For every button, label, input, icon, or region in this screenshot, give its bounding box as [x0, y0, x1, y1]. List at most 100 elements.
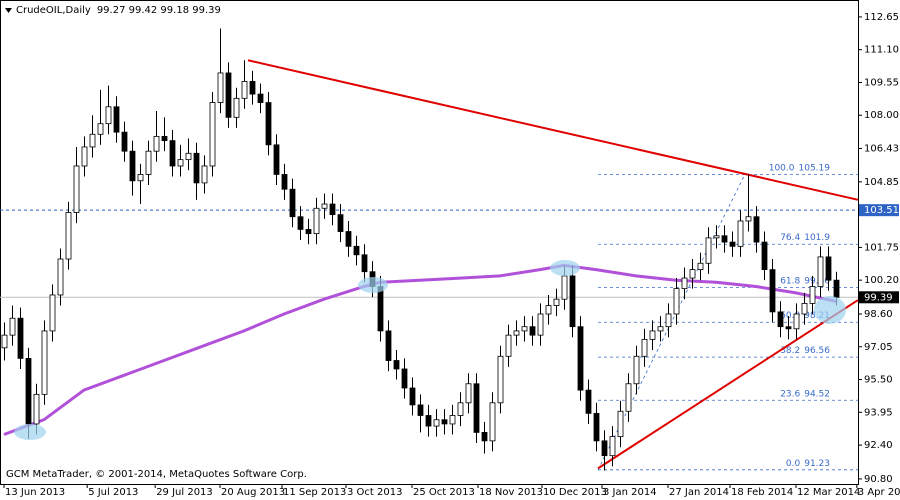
candle-body — [633, 355, 640, 385]
copyright: GCM MetaTrader, © 2001-2014, MetaQuotes … — [6, 469, 307, 480]
y-tick-label: 97.05 — [864, 342, 893, 353]
x-tick-label: 12 Mar 2014 — [797, 487, 860, 498]
x-tick-label: 18 Feb 2014 — [731, 487, 793, 498]
candle-body — [577, 326, 584, 391]
candle-body — [297, 216, 304, 230]
fib-label: 0.0 91.23 — [786, 458, 830, 468]
fib-label: 38.2 96.56 — [780, 346, 830, 356]
candle-body — [817, 256, 824, 287]
candle-body — [457, 402, 464, 416]
fib-ratio: 38.2 — [780, 346, 800, 356]
candle-body — [97, 123, 104, 135]
candle-body — [329, 203, 336, 216]
fib-price: 91.23 — [804, 458, 830, 468]
price-label: 99.39 — [864, 292, 893, 303]
fib-label: 61.8 99.86 — [780, 276, 830, 286]
x-tick-label: 10 Dec 2013 — [543, 487, 607, 498]
y-tick-label: 106.43 — [864, 143, 899, 154]
candle-body — [209, 102, 216, 167]
y-tick-label: 93.95 — [864, 407, 893, 418]
candle-body — [545, 305, 552, 315]
candle-body — [753, 216, 760, 243]
candle-body — [449, 415, 456, 425]
candle-body — [769, 269, 776, 313]
candle-body — [745, 216, 752, 222]
ohlc-header: 99.27 99.42 99.18 99.39 — [97, 5, 221, 16]
candle-body — [233, 97, 240, 118]
x-tick-label: 18 Nov 2013 — [479, 487, 543, 498]
candle-body — [721, 235, 728, 243]
candle-body — [425, 415, 432, 427]
fib-price: 105.19 — [799, 163, 831, 173]
candle-body — [273, 144, 280, 175]
candle-body — [473, 383, 480, 433]
fib-price: 94.52 — [804, 389, 830, 399]
candle-body — [9, 317, 16, 336]
chart-title: CrudeOIL,Daily 99.27 99.42 99.18 99.39 — [16, 5, 221, 16]
trend-line — [247, 59, 859, 201]
y-tick-label: 98.60 — [864, 309, 893, 320]
candle-body — [49, 294, 56, 332]
candle-body — [665, 313, 672, 328]
candle-body — [625, 383, 632, 412]
candle-body — [113, 106, 120, 133]
candle-body — [585, 389, 592, 414]
candle-body — [393, 360, 400, 370]
y-tick-label: 109.55 — [864, 77, 899, 88]
candle-body — [809, 286, 816, 304]
level-label: 103.51 — [864, 205, 899, 216]
candle-body — [161, 135, 168, 142]
candle-body — [121, 131, 128, 152]
candle-body — [465, 383, 472, 404]
candle-body — [257, 93, 264, 103]
candle-body — [81, 146, 88, 167]
x-tick-label: 3 Oct 2013 — [347, 487, 402, 498]
highlight — [358, 277, 388, 293]
candle-body — [361, 254, 368, 273]
candle-body — [713, 235, 720, 239]
candle-body — [553, 298, 560, 306]
y-tick-label: 100.20 — [864, 275, 899, 286]
candle-body — [417, 404, 424, 416]
candle-body — [241, 81, 248, 99]
candle-body — [313, 207, 320, 235]
candle-body — [481, 432, 488, 442]
candle-body — [649, 330, 656, 340]
fib-ratio: 100.0 — [769, 163, 795, 173]
level-box — [859, 204, 899, 217]
candle-body — [833, 279, 840, 298]
candle-body — [673, 288, 680, 315]
candle-body — [489, 402, 496, 442]
candle-body — [57, 258, 64, 296]
candle-body — [825, 256, 832, 281]
candle-body — [41, 330, 48, 395]
candle-body — [601, 440, 608, 457]
fib-price: 96.56 — [804, 346, 830, 356]
candle-body — [513, 330, 520, 336]
candle-body — [681, 277, 688, 290]
candle-body — [617, 410, 624, 438]
y-tick-label: 108.00 — [864, 110, 899, 121]
candle-body — [217, 72, 224, 103]
highlights — [14, 260, 846, 440]
candle-body — [169, 140, 176, 167]
candle-body — [761, 241, 768, 270]
candle-body — [201, 165, 208, 184]
x-tick-label: 27 Jan 2014 — [669, 487, 729, 498]
fib-ratio: 76.4 — [780, 233, 800, 243]
candle-body — [569, 275, 576, 328]
candle-body — [561, 275, 568, 300]
candle-body — [793, 313, 800, 330]
candle-body — [1, 334, 8, 349]
candle-body — [705, 237, 712, 264]
candle-body — [521, 326, 528, 332]
candle-body — [25, 358, 32, 425]
highlight — [814, 296, 846, 324]
candle-body — [89, 133, 96, 148]
candle-body — [401, 368, 408, 389]
candle-body — [337, 214, 344, 232]
fib-ratio: 0.0 — [786, 458, 801, 468]
candle-body — [441, 419, 448, 425]
candle-body — [777, 311, 784, 328]
